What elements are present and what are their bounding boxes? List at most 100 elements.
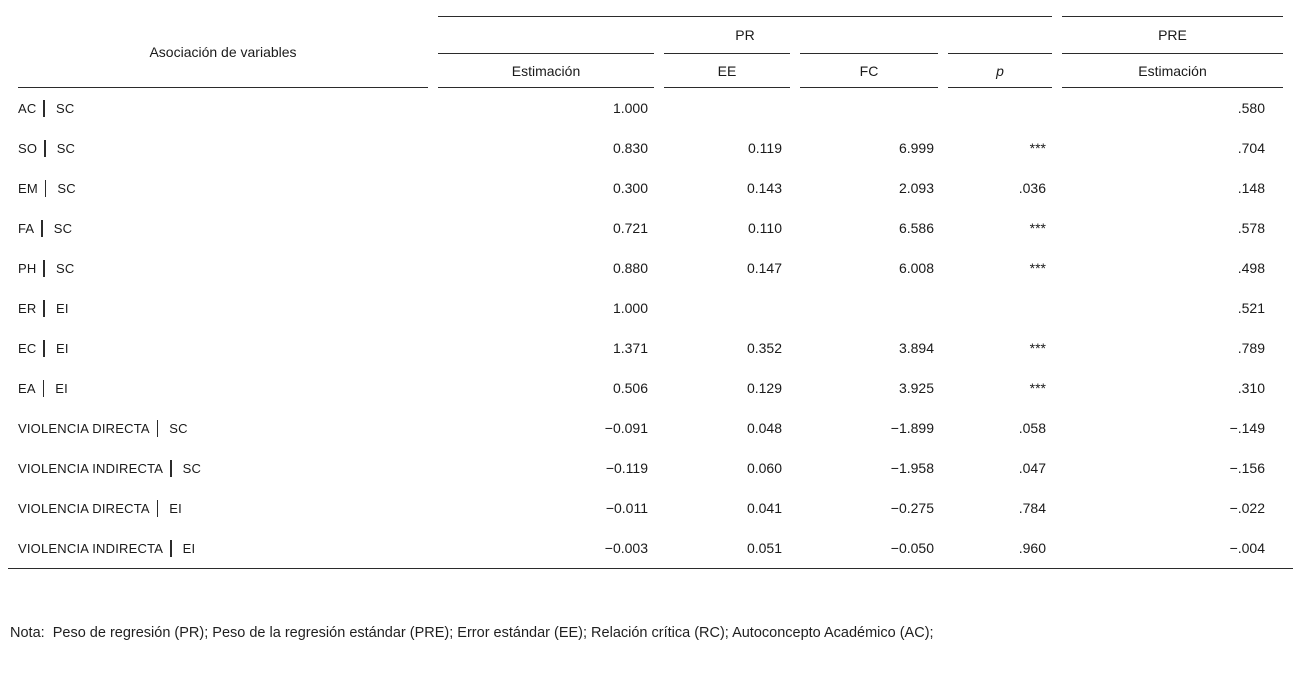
cell-p: *** [1029,220,1046,236]
variable-left: PH [18,260,37,276]
variable-right: SC [56,140,76,156]
cell-pre-estimacion: −.022 [1229,500,1265,516]
variable-right: EI [169,500,182,516]
separator-bar [41,219,43,237]
cell-pr-estimacion: 0.506 [612,380,648,396]
cell-fc: 6.008 [898,260,934,276]
variable-left: EA [18,380,36,396]
separator-bar [44,139,46,157]
cell-pre-estimacion: −.004 [1229,540,1265,556]
cell-fc: 3.894 [898,340,934,356]
cell-p: *** [1029,380,1046,396]
cell-ee: 0.060 [746,460,782,476]
table-body: AC SC 1.000 .580 SO SC 0.830 0.119 6.999 *** .704 E… [18,88,1283,568]
header-group-pr: PR [438,16,1052,53]
separator-bar [170,459,172,477]
cell-pre-estimacion: .704 [1237,140,1265,156]
cell-pr-estimacion: −0.091 [604,420,648,436]
cell-ee: 0.143 [746,180,782,196]
row-label: FA SC [18,208,428,248]
separator-bar [170,539,172,557]
cell-pre-estimacion: .521 [1237,300,1265,316]
paper-table-page: Asociación de variables PR PRE Estimació… [0,16,1310,677]
cell-ee [664,88,790,128]
cell-fc: 2.093 [898,180,934,196]
separator-bar [156,499,159,517]
cell-pr-estimacion: −0.119 [605,460,648,476]
variable-right: SC [55,100,75,116]
table-row: VIOLENCIA DIRECTA EI −0.011 0.041 −0.275 .784… [18,488,1283,528]
cell-ee: 0.119 [748,140,782,156]
variable-left: VIOLENCIA INDIRECTA [18,460,164,476]
separator-bar [42,379,45,397]
row-label: ER EI [18,288,428,328]
cell-pre-estimacion: .789 [1237,340,1265,356]
row-label: EC EI [18,328,428,368]
cell-pr-estimacion: 1.000 [612,300,648,316]
table-row: EM SC 0.300 0.143 2.093 .036 .148 [18,168,1283,208]
table-row: VIOLENCIA INDIRECTA SC −0.119 0.060 −1.958 .0… [18,448,1283,488]
cell-fc: −1.958 [890,460,934,476]
variable-left: EM [18,180,38,196]
variable-left: VIOLENCIA INDIRECTA [18,540,164,556]
sub-header-row: Estimación EE FC p Estimación [18,53,1283,88]
cell-ee: 0.352 [746,340,782,356]
cell-pre-estimacion: .310 [1237,380,1265,396]
cell-p: .036 [1018,180,1046,196]
cell-p: *** [1029,340,1046,356]
cell-pr-estimacion: 0.830 [612,140,648,156]
cell-pre-estimacion: −.149 [1229,420,1265,436]
cell-pr-estimacion: 1.000 [612,100,648,116]
variable-right: SC [57,180,76,196]
cell-ee: 0.110 [748,220,782,236]
cell-pr-estimacion: 0.721 [612,220,648,236]
row-label: VIOLENCIA INDIRECTA SC [18,448,428,488]
cell-ee: 0.048 [746,420,782,436]
variable-right: EI [55,300,69,316]
header-p: p [948,53,1052,88]
cell-pre-estimacion: .148 [1237,180,1265,196]
cell-fc: −0.050 [890,540,934,556]
table-row: EA EI 0.506 0.129 3.925 *** .310 [18,368,1283,408]
cell-pr-estimacion: 0.880 [612,260,648,276]
variable-left: AC [18,100,37,116]
cell-fc: −1.899 [890,420,934,436]
table-row: VIOLENCIA DIRECTA SC −0.091 0.048 −1.899 .058… [18,408,1283,448]
cell-ee [664,288,790,328]
cell-pre-estimacion: .580 [1237,100,1265,116]
cell-fc: −0.275 [890,500,934,516]
separator-bar [43,99,45,117]
variable-left: ER [18,300,37,316]
cell-p: *** [1029,260,1046,276]
cell-p: *** [1029,140,1046,156]
table-note: Nota: Peso de regresión (PR); Peso de la… [10,581,1310,677]
header-pr-estimacion: Estimación [438,53,654,88]
separator-bar [156,419,159,437]
variable-left: VIOLENCIA DIRECTA [18,500,150,516]
header-asociacion-de-variables: Asociación de variables [18,16,428,88]
note-line-1: Nota: Peso de regresión (PR); Peso de la… [10,625,934,641]
cell-p [948,88,1052,128]
cell-pre-estimacion: .498 [1237,260,1265,276]
cell-p: .960 [1018,540,1046,556]
row-label: AC SC [18,88,428,128]
cell-pr-estimacion: 0.300 [612,180,648,196]
row-label: VIOLENCIA DIRECTA EI [18,488,428,528]
cell-fc [800,88,938,128]
cell-p: .784 [1018,500,1046,516]
cell-ee: 0.041 [746,500,782,516]
variable-right: EI [55,380,68,396]
cell-ee: 0.051 [746,540,782,556]
table-row: FA SC 0.721 0.110 6.586 *** .578 [18,208,1283,248]
header-ee: EE [664,53,790,88]
regression-weights-table: Asociación de variables PR PRE Estimació… [8,16,1293,569]
cell-p: .058 [1018,420,1046,436]
row-label: VIOLENCIA INDIRECTA EI [18,528,428,568]
variable-left: FA [18,220,35,236]
row-label: EM SC [18,168,428,208]
row-label: PH SC [18,248,428,288]
cell-pre-estimacion: −.156 [1229,460,1265,476]
variable-right: SC [55,260,75,276]
table-row: PH SC 0.880 0.147 6.008 *** .498 [18,248,1283,288]
header-pre-estimacion: Estimación [1062,53,1283,88]
